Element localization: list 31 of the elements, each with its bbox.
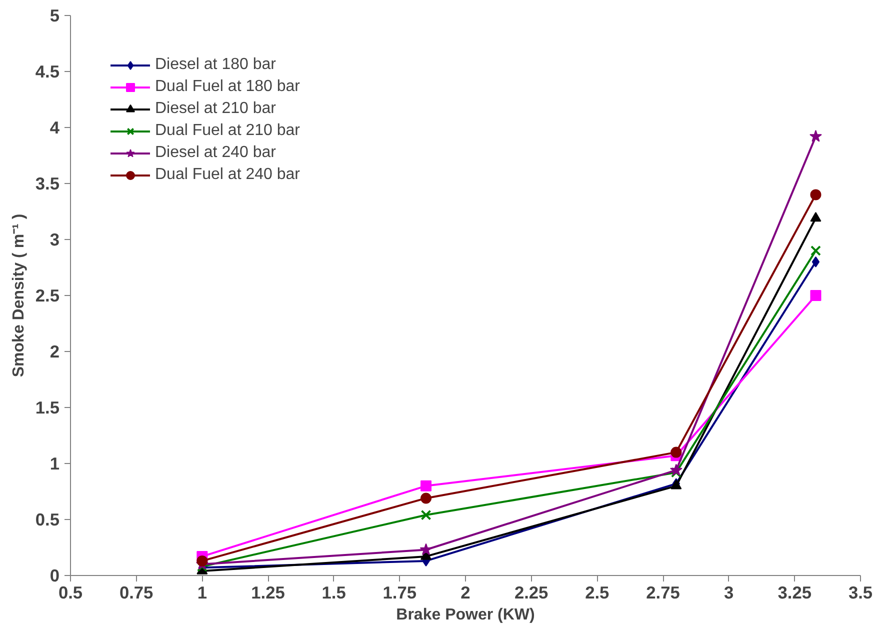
x-tick-label: 1.5 <box>322 582 346 602</box>
x-tick-label: 1 <box>197 582 208 602</box>
x-tick-label: 2.75 <box>646 582 680 602</box>
y-tick-label: 5 <box>50 6 60 26</box>
x-tick-label: 3.5 <box>848 582 873 602</box>
x-tick-label: 3 <box>724 582 734 602</box>
y-tick-label: 3 <box>50 230 60 250</box>
x-tick-label: 2.5 <box>585 582 610 602</box>
y-axis-title: Smoke Density ( m⁻¹ ) <box>10 214 28 378</box>
y-tick-label: 4 <box>50 118 60 138</box>
y-tick-label: 3.5 <box>35 174 60 194</box>
x-tick-label: 2 <box>460 582 470 602</box>
legend-label: Diesel at 210 bar <box>155 100 276 118</box>
legend-label: Diesel at 180 bar <box>155 56 276 74</box>
y-tick-label: 1.5 <box>35 398 60 418</box>
x-tick-label: 3.25 <box>778 582 812 602</box>
x-tick-label: 2.25 <box>514 582 549 602</box>
x-tick-label: 0.75 <box>119 582 154 602</box>
legend-label: Diesel at 240 bar <box>155 144 276 162</box>
y-tick-label: 0 <box>50 566 60 586</box>
x-tick-label: 1.75 <box>382 582 417 602</box>
x-axis-title: Brake Power (KW) <box>396 606 535 624</box>
y-tick-label: 2 <box>50 342 60 362</box>
y-tick-label: 0.5 <box>35 510 60 530</box>
x-tick-label: 1.25 <box>251 582 286 602</box>
y-tick-label: 1 <box>50 454 60 474</box>
legend-label: Dual Fuel at 180 bar <box>155 78 300 96</box>
y-tick-label: 4.5 <box>35 62 60 82</box>
y-tick-label: 2.5 <box>35 286 60 306</box>
legend-label: Dual Fuel at 240 bar <box>155 166 300 184</box>
legend-label: Dual Fuel at 210 bar <box>155 122 300 140</box>
